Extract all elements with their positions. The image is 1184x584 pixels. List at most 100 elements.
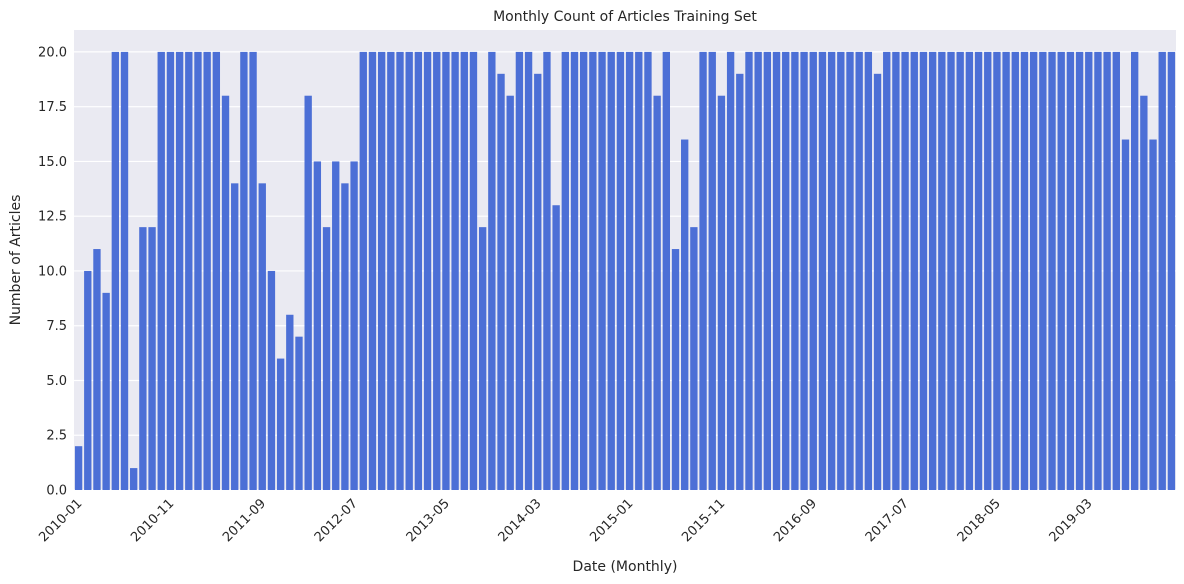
- y-axis-label: Number of Articles: [8, 195, 24, 326]
- bar: [433, 51, 441, 491]
- bar: [313, 161, 322, 490]
- y-tick-label: 12.5: [38, 210, 67, 225]
- bar: [754, 51, 762, 491]
- bar: [460, 51, 468, 491]
- bar: [469, 51, 478, 491]
- bar: [341, 183, 349, 491]
- bar: [1066, 51, 1075, 491]
- bar: [93, 249, 101, 490]
- bar: [644, 51, 652, 491]
- x-tick-label: 2015-11: [679, 496, 728, 545]
- bar: [1094, 51, 1102, 491]
- bar: [1002, 51, 1010, 491]
- bar: [635, 51, 643, 491]
- bar: [625, 51, 634, 491]
- bar: [84, 270, 92, 490]
- y-tick-label: 0.0: [46, 484, 67, 499]
- bar: [1158, 51, 1166, 491]
- bar: [772, 51, 781, 491]
- y-tick-label: 17.5: [38, 100, 67, 115]
- bar: [120, 51, 129, 491]
- x-tick-label: 2013-05: [404, 496, 453, 545]
- bar: [726, 51, 735, 491]
- bar: [543, 51, 551, 491]
- bar: [717, 95, 726, 490]
- bar: [368, 51, 377, 491]
- bar: [938, 51, 946, 491]
- y-tick-label: 15.0: [38, 155, 67, 170]
- bar: [423, 51, 432, 491]
- bar: [681, 139, 689, 490]
- bar: [1039, 51, 1047, 491]
- bar: [102, 292, 110, 490]
- y-tick-label: 10.0: [38, 264, 67, 279]
- x-tick-label: 2014-03: [496, 496, 545, 545]
- bar: [1167, 51, 1176, 491]
- x-tick-label: 2010-11: [128, 496, 177, 545]
- x-tick-label: 2010-01: [36, 496, 85, 545]
- bar: [350, 161, 358, 490]
- bar: [662, 51, 670, 491]
- bar: [515, 51, 524, 491]
- bar: [800, 51, 808, 491]
- bar: [74, 446, 83, 490]
- bar: [221, 95, 230, 490]
- bar: [304, 95, 312, 490]
- bar: [111, 51, 119, 491]
- bar: [377, 51, 386, 491]
- bar: [883, 51, 891, 491]
- bar: [708, 51, 716, 491]
- bar: [580, 51, 588, 491]
- bar: [984, 51, 992, 491]
- bar: [910, 51, 918, 491]
- plot-area: [74, 30, 1176, 490]
- bar: [258, 183, 266, 491]
- bar: [1085, 51, 1093, 491]
- bar: [231, 183, 239, 491]
- bar: [130, 468, 138, 490]
- bar: [359, 51, 367, 491]
- bar: [1075, 51, 1084, 491]
- bar: [892, 51, 900, 491]
- bar: [267, 270, 276, 490]
- bar: [1057, 51, 1065, 491]
- bar: [212, 51, 221, 491]
- x-tick-label: 2017-07: [863, 496, 912, 545]
- chart-title: Monthly Count of Articles Training Set: [493, 9, 757, 25]
- bar: [175, 51, 184, 491]
- bar: [240, 51, 248, 491]
- bar: [919, 51, 928, 491]
- bar: [332, 161, 340, 490]
- bar: [1029, 51, 1038, 491]
- bar: [901, 51, 909, 491]
- x-tick-label: 2015-01: [587, 496, 636, 545]
- bar: [736, 73, 744, 491]
- bar: [286, 314, 294, 490]
- bar: [524, 51, 533, 491]
- bar: [194, 51, 202, 491]
- bar: [846, 51, 854, 491]
- y-tick-label: 20.0: [38, 45, 67, 60]
- bar: [607, 51, 615, 491]
- bar: [166, 51, 175, 491]
- bar: [690, 227, 698, 490]
- x-tick-label: 2012-07: [312, 496, 361, 545]
- bar: [745, 51, 753, 491]
- bar: [1131, 51, 1139, 491]
- x-tick-label: 2011-09: [220, 496, 269, 545]
- bar: [570, 51, 579, 491]
- bar: [478, 227, 487, 490]
- bar: [1121, 139, 1130, 490]
- bar: [1149, 139, 1157, 490]
- bar: [276, 358, 285, 490]
- bar: [827, 51, 836, 491]
- bar: [671, 249, 680, 490]
- bar: [791, 51, 799, 491]
- bar: [295, 336, 303, 490]
- bar: [974, 51, 983, 491]
- bar: [185, 51, 193, 491]
- bar: [552, 205, 560, 490]
- bar: [763, 51, 772, 491]
- x-tick-label: 2019-03: [1047, 496, 1096, 545]
